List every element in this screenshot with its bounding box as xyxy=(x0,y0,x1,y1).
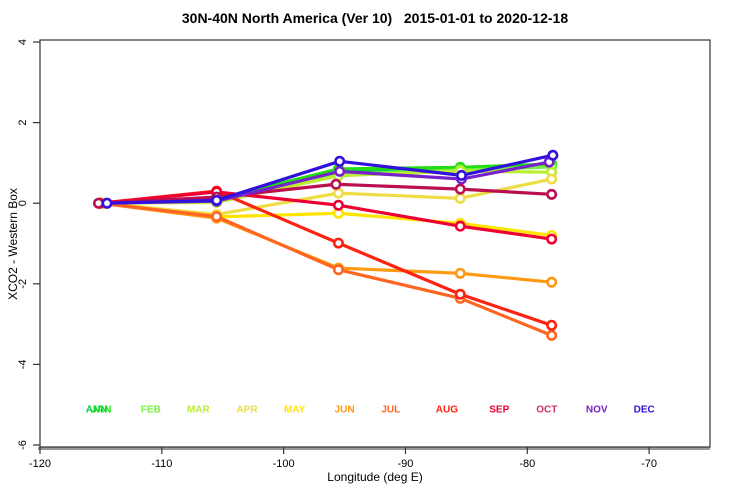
data-point-marker-jul xyxy=(546,329,558,341)
data-point-marker-dec xyxy=(101,197,113,209)
y-tick-label: 0 xyxy=(17,200,29,206)
x-tick-label: -80 xyxy=(519,458,535,470)
data-point-marker-oct xyxy=(454,183,466,195)
data-point-marker-apr xyxy=(546,173,558,185)
legend-month-label-may: MAY xyxy=(284,404,306,415)
y-axis-label: XCO2 - Western Box xyxy=(6,188,20,300)
legend-month-label-jan: JAN xyxy=(92,404,112,415)
data-point-marker-sep xyxy=(454,220,466,232)
data-point-marker-aug xyxy=(546,319,558,331)
data-point-marker-dec xyxy=(334,155,346,167)
legend-month-label-mar: MAR xyxy=(187,404,211,415)
x-tick-label: -100 xyxy=(273,458,295,470)
legend-month-label-sep: SEP xyxy=(489,404,509,415)
data-point-marker-apr xyxy=(454,192,466,204)
x-tick-label: -110 xyxy=(151,458,172,470)
y-tick-label: -6 xyxy=(17,440,29,450)
plot-box xyxy=(39,39,711,448)
legend-month-label-ann: ANN xyxy=(86,404,108,415)
x-tick-label: -120 xyxy=(29,458,51,470)
series-line-jul xyxy=(98,201,554,337)
data-point-marker-dec xyxy=(547,149,559,161)
legend-month-label-apr: APR xyxy=(237,404,259,415)
legend-month-label-oct: OCT xyxy=(536,404,557,415)
legend-month-label-jun: JUN xyxy=(335,404,355,415)
y-tick-label: -2 xyxy=(17,279,29,289)
y-tick-label: 2 xyxy=(17,120,29,126)
data-point-marker-nov xyxy=(334,165,346,177)
chart-title: 30N-40N North America (Ver 10) 2015-01-0… xyxy=(181,10,569,26)
data-point-marker-sep xyxy=(546,233,558,245)
legend-month-label-jul: JUL xyxy=(381,404,400,415)
data-point-marker-apr xyxy=(332,187,344,199)
data-point-marker-oct xyxy=(546,188,558,200)
legend-month-label-nov: NOV xyxy=(586,404,608,415)
data-point-marker-aug xyxy=(454,288,466,300)
data-point-marker-dec xyxy=(455,169,467,181)
data-point-marker-jul xyxy=(211,211,223,223)
data-point-marker-jun xyxy=(454,267,466,279)
y-tick-label: -4 xyxy=(17,360,29,370)
legend-month-label-feb: FEB xyxy=(141,404,161,415)
data-point-marker-dec xyxy=(211,194,223,206)
legend-month-label-dec: DEC xyxy=(634,404,655,415)
y-tick-label: 4 xyxy=(17,39,29,45)
data-point-marker-oct xyxy=(92,197,104,209)
data-point-marker-sep xyxy=(332,199,344,211)
x-axis-label: Longitude (deg E) xyxy=(327,470,423,484)
x-tick-label: -90 xyxy=(398,458,414,470)
x-tick-label: -70 xyxy=(641,458,657,470)
data-point-marker-aug xyxy=(332,237,344,249)
data-point-marker-oct xyxy=(330,178,342,190)
legend-month-label-aug: AUG xyxy=(436,404,458,415)
data-point-marker-jul xyxy=(332,264,344,276)
data-point-marker-jun xyxy=(546,276,558,288)
